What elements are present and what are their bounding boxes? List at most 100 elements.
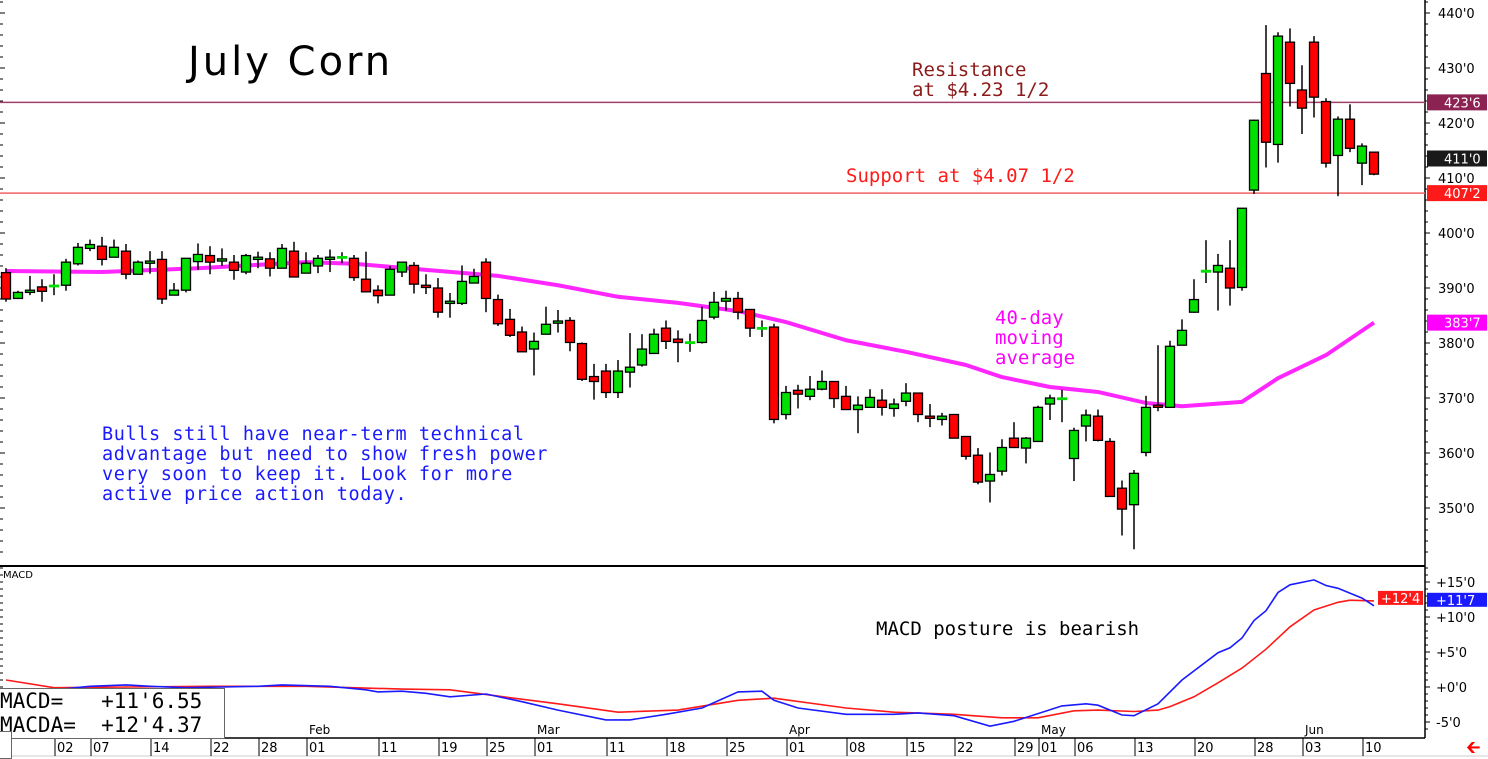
candle-body: [624, 366, 636, 373]
candle-body: [468, 275, 480, 284]
candle: [1068, 427, 1080, 482]
price-value-label: 423'6: [1444, 96, 1481, 111]
date-tick-label: 29: [1017, 741, 1034, 756]
month-label: Mar: [537, 723, 560, 737]
candle: [1344, 104, 1356, 153]
candle-body: [360, 278, 372, 293]
candle: [144, 251, 156, 274]
macd-value-label: +12'4: [1381, 592, 1420, 607]
candle-body: [840, 395, 852, 411]
candle-body: [924, 415, 936, 419]
candle: [744, 308, 756, 337]
candle: [1224, 240, 1236, 306]
candle-body: [600, 370, 612, 394]
candle: [396, 261, 408, 277]
candle: [408, 262, 420, 294]
candle: [924, 404, 936, 428]
candle-body: [804, 388, 816, 398]
candle-body: [216, 258, 228, 262]
candle-body: [1080, 414, 1092, 427]
candle-body: [900, 392, 912, 402]
corner-box: [0, 731, 12, 759]
macd-panel-label: MACD: [3, 570, 33, 581]
candle-body: [564, 319, 576, 344]
candle: [600, 363, 612, 398]
candle: [348, 255, 360, 281]
candle: [504, 308, 516, 337]
candle-body: [948, 413, 960, 439]
candle-body: [96, 245, 108, 261]
candle-body: [24, 289, 36, 294]
candle: [372, 285, 384, 304]
candle-body: [1236, 207, 1248, 289]
candle-body: [1368, 151, 1380, 175]
price-value-label-bg: [1427, 185, 1487, 202]
candle: [900, 383, 912, 407]
candle: [828, 380, 840, 408]
candle: [1368, 151, 1380, 176]
candle-body: [732, 297, 744, 313]
macd-value: MACD= +11'6.55: [0, 689, 203, 713]
candle: [960, 435, 972, 460]
candle: [816, 370, 828, 391]
candle: [456, 265, 468, 306]
candle: [324, 249, 336, 273]
candle: [684, 333, 696, 352]
candle: [252, 251, 264, 269]
candle-body: [516, 331, 528, 353]
candle-body: [540, 323, 552, 335]
candle: [1032, 405, 1044, 443]
candle: [1200, 240, 1212, 284]
candle: [180, 257, 192, 293]
candle: [420, 274, 432, 295]
candle: [156, 251, 168, 304]
candle-body: [648, 333, 660, 355]
candle: [840, 385, 852, 411]
candle-body: [0, 271, 12, 300]
price-tick-label: 430'0: [1438, 62, 1475, 77]
candle-body: [708, 301, 720, 318]
candle-body: [504, 318, 516, 336]
candle-body: [132, 261, 144, 275]
support-annotation: Support at $4.07 1/2: [846, 165, 1075, 187]
candle: [264, 252, 276, 277]
candle: [240, 253, 252, 275]
candle-body: [960, 435, 972, 457]
candle: [732, 291, 744, 320]
candle-body: [1308, 41, 1320, 98]
candle: [1260, 25, 1272, 168]
candle-body: [1260, 72, 1272, 143]
price-value-label: 411'0: [1444, 153, 1481, 168]
candle: [588, 363, 600, 400]
date-tick-label: 08: [849, 741, 866, 756]
candle-body: [660, 327, 672, 342]
candle-body: [276, 247, 288, 269]
candle-body: [192, 253, 204, 263]
candle: [360, 251, 372, 293]
candle: [36, 279, 48, 302]
candle: [852, 396, 864, 434]
candle: [24, 275, 36, 296]
resistance-annotation: Resistance at $4.23 1/2: [912, 59, 1050, 101]
date-tick-label: 22: [957, 741, 974, 756]
candle-body: [156, 258, 168, 300]
candle: [1272, 32, 1284, 163]
candle-body: [1032, 406, 1044, 443]
candle-body: [120, 250, 132, 275]
candle: [288, 241, 300, 278]
candle: [432, 278, 444, 318]
candle: [624, 333, 636, 388]
candle: [480, 258, 492, 313]
candle-body: [408, 264, 420, 285]
candle: [696, 306, 708, 344]
chart-title: July Corn: [188, 39, 394, 85]
candle: [60, 258, 72, 291]
price-tick-label: 440'0: [1438, 7, 1475, 22]
candle: [1164, 340, 1176, 408]
candle-body: [1128, 472, 1140, 506]
candle: [0, 268, 12, 302]
left-arrow-icon[interactable]: 🡰: [1466, 737, 1481, 758]
candle: [984, 452, 996, 503]
candle: [312, 255, 324, 274]
candle: [120, 244, 132, 280]
